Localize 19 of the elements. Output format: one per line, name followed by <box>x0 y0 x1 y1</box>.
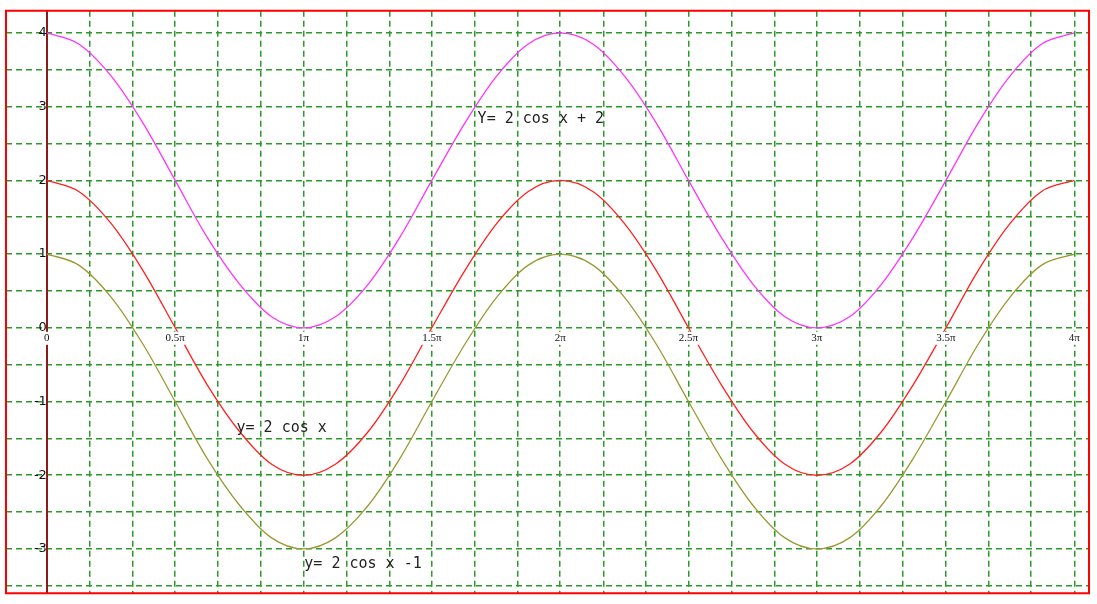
x-tick-label: 4π <box>1068 331 1081 344</box>
y-tick-label: -1 <box>33 392 47 408</box>
x-tick-label: 0.5π <box>165 331 186 344</box>
series-label: y= 2 cos x -1 <box>304 553 422 572</box>
x-tick-label: 1π <box>297 331 310 344</box>
y-tick-label: -3 <box>33 540 47 556</box>
y-tick-label: 2 <box>38 171 47 187</box>
y-tick-label: -2 <box>33 466 47 482</box>
x-tick-label: 3π <box>811 331 823 344</box>
series-label: y= 2 cos x <box>236 417 327 436</box>
y-tick-label: 1 <box>38 245 47 261</box>
x-tick-label: 3.5π <box>936 331 957 344</box>
y-tick-label: 3 <box>38 98 47 114</box>
x-tick-label: 1.5π <box>422 331 442 344</box>
series-label: Y= 2 cos x + 2 <box>477 109 605 128</box>
x-tick-label: 2.5π <box>678 331 699 344</box>
x-tick-label: 2π <box>554 331 567 344</box>
y-tick-label: 4 <box>38 24 47 40</box>
line-series <box>46 32 1075 329</box>
